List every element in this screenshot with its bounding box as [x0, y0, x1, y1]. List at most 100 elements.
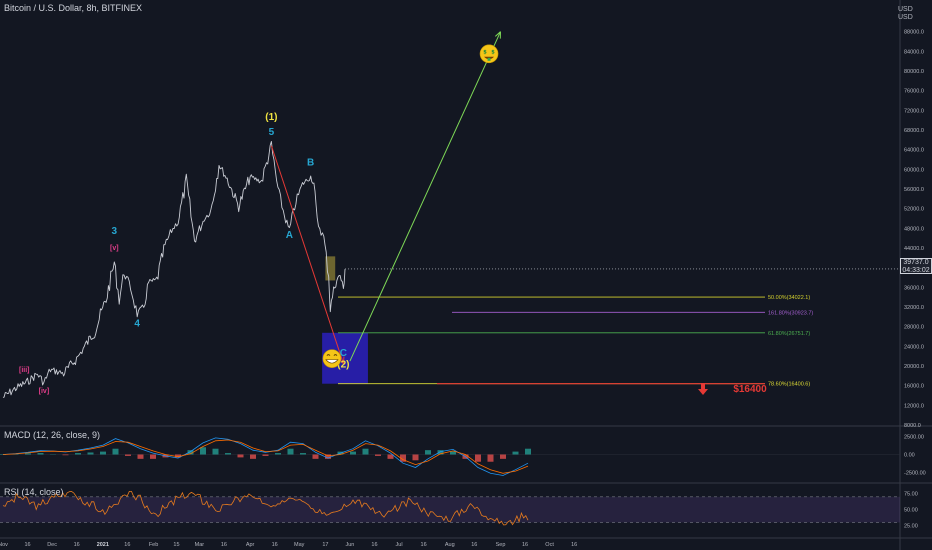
time-tick-label: Dec — [47, 542, 57, 548]
time-tick-label: Apr — [246, 542, 255, 548]
time-tick-label: Oct — [545, 542, 554, 548]
macd-histogram-bar — [412, 454, 419, 461]
time-tick-label: Sep — [496, 542, 506, 548]
price-tick-label: 32000.0 — [904, 305, 924, 311]
projection-arrow-head — [494, 31, 501, 39]
macd-histogram-bar — [137, 454, 144, 459]
wave-label: [v] — [110, 245, 119, 252]
bar-countdown: 04:33:02 — [902, 267, 930, 274]
macd-histogram-bar — [500, 454, 506, 459]
price-tick-label: 84000.0 — [904, 49, 924, 55]
time-tick-label: Nov — [0, 542, 8, 548]
wave-label: C — [340, 348, 347, 359]
wave-label: (2) — [337, 359, 349, 370]
wave-label: A — [286, 230, 293, 241]
macd-histogram-bar — [375, 454, 381, 456]
macd-histogram-bar — [0, 454, 6, 455]
decline-arrow-line — [270, 145, 344, 364]
wave-label: [iv] — [39, 388, 50, 395]
time-tick-label: 16 — [124, 542, 130, 548]
time-tick-label: 16 — [571, 542, 577, 548]
chart-title: Bitcoin / U.S. Dollar, 8h, BITFINEX — [4, 3, 143, 13]
price-tick-label: 16000.0 — [904, 384, 924, 390]
currency-line-1: USD — [898, 6, 913, 13]
macd-histogram-bar — [350, 451, 356, 455]
time-tick-label: 2021 — [97, 542, 109, 548]
macd-histogram-bar — [150, 454, 156, 459]
macd-histogram-bar — [450, 451, 456, 455]
time-tick-label: Feb — [149, 542, 158, 548]
price-tick-label: 44000.0 — [904, 246, 924, 252]
macd-line — [2, 437, 529, 476]
fib-level-label: 61.80%(26751.7) — [768, 331, 810, 337]
price-tick-label: 52000.0 — [904, 207, 924, 213]
time-tick-label: May — [294, 542, 305, 548]
macd-histogram-bar — [312, 454, 319, 459]
time-tick-label: 16 — [74, 542, 80, 548]
macd-histogram-bar — [487, 454, 494, 462]
time-tick-label: Aug — [445, 542, 455, 548]
macd-histogram-bar — [362, 448, 369, 455]
wave-label: [iii] — [19, 367, 30, 374]
macd-histogram-bar — [87, 452, 94, 455]
macd-histogram-bar — [325, 454, 331, 459]
projection-arrow-line — [349, 31, 501, 362]
macd-histogram-bar — [425, 450, 431, 455]
macd-signal-line — [2, 439, 529, 474]
current-price: 39737.0 — [903, 259, 929, 266]
price-tick-label: 8000.0 — [904, 423, 921, 429]
svg-text:$: $ — [491, 49, 495, 55]
macd-histogram-bar — [187, 450, 194, 455]
macd-tick-label: 0.00 — [904, 453, 915, 459]
macd-histogram-bar — [262, 454, 269, 456]
time-tick-label: Mar — [195, 542, 205, 548]
price-tick-label: 72000.0 — [904, 108, 924, 114]
rsi-indicator-label[interactable]: RSI (14, close) — [4, 487, 64, 497]
time-tick-label: 17 — [322, 542, 328, 548]
rsi-tick-label: 25.00 — [904, 524, 918, 530]
rsi-tick-label: 75.00 — [904, 492, 918, 498]
price-tick-label: 76000.0 — [904, 89, 924, 95]
macd-tick-label: 2500.00 — [904, 434, 924, 440]
target-price-label: $16400 — [733, 384, 767, 395]
macd-histogram-bar — [25, 453, 31, 455]
macd-histogram-bar — [237, 454, 244, 458]
macd-histogram-bar — [62, 454, 69, 456]
macd-histogram-bar — [225, 453, 231, 455]
macd-histogram-bar — [75, 453, 81, 455]
macd-histogram-bar — [212, 448, 219, 455]
time-tick-label: Jul — [396, 542, 403, 548]
down-arrow-icon — [698, 383, 708, 395]
price-tick-label: 12000.0 — [904, 403, 924, 409]
time-tick-label: 16 — [471, 542, 477, 548]
time-tick-label: 16 — [421, 542, 427, 548]
macd-histogram-bar — [175, 454, 181, 458]
currency-line-2: USD — [898, 14, 913, 21]
price-line — [2, 140, 346, 398]
macd-histogram-bar — [112, 448, 119, 455]
highlight-box — [325, 256, 336, 281]
svg-text:$: $ — [483, 49, 487, 55]
macd-histogram-bar — [387, 454, 394, 459]
time-tick-label: 16 — [371, 542, 377, 548]
wave-label: B — [307, 157, 314, 168]
money-face-emoji-icon: $ $ — [479, 44, 499, 64]
wave-label: 5 — [269, 127, 275, 138]
wave-label: 4 — [134, 319, 140, 330]
macd-indicator-label[interactable]: MACD (12, 26, close, 9) — [4, 430, 101, 440]
macd-histogram-bar — [37, 453, 44, 455]
price-tick-label: 36000.0 — [904, 285, 924, 291]
price-tick-label: 20000.0 — [904, 364, 924, 370]
macd-histogram-bar — [287, 448, 294, 455]
price-tick-label: 88000.0 — [904, 30, 924, 36]
price-tick-label: 60000.0 — [904, 167, 924, 173]
price-tick-label: 24000.0 — [904, 344, 924, 350]
macd-histogram-bar — [275, 453, 281, 455]
rsi-line — [2, 491, 529, 526]
macd-histogram-bar — [400, 454, 406, 462]
macd-histogram-bar — [437, 450, 444, 455]
fib-level-label: 161.80%(30923.7) — [768, 310, 813, 316]
price-tick-label: 48000.0 — [904, 226, 924, 232]
